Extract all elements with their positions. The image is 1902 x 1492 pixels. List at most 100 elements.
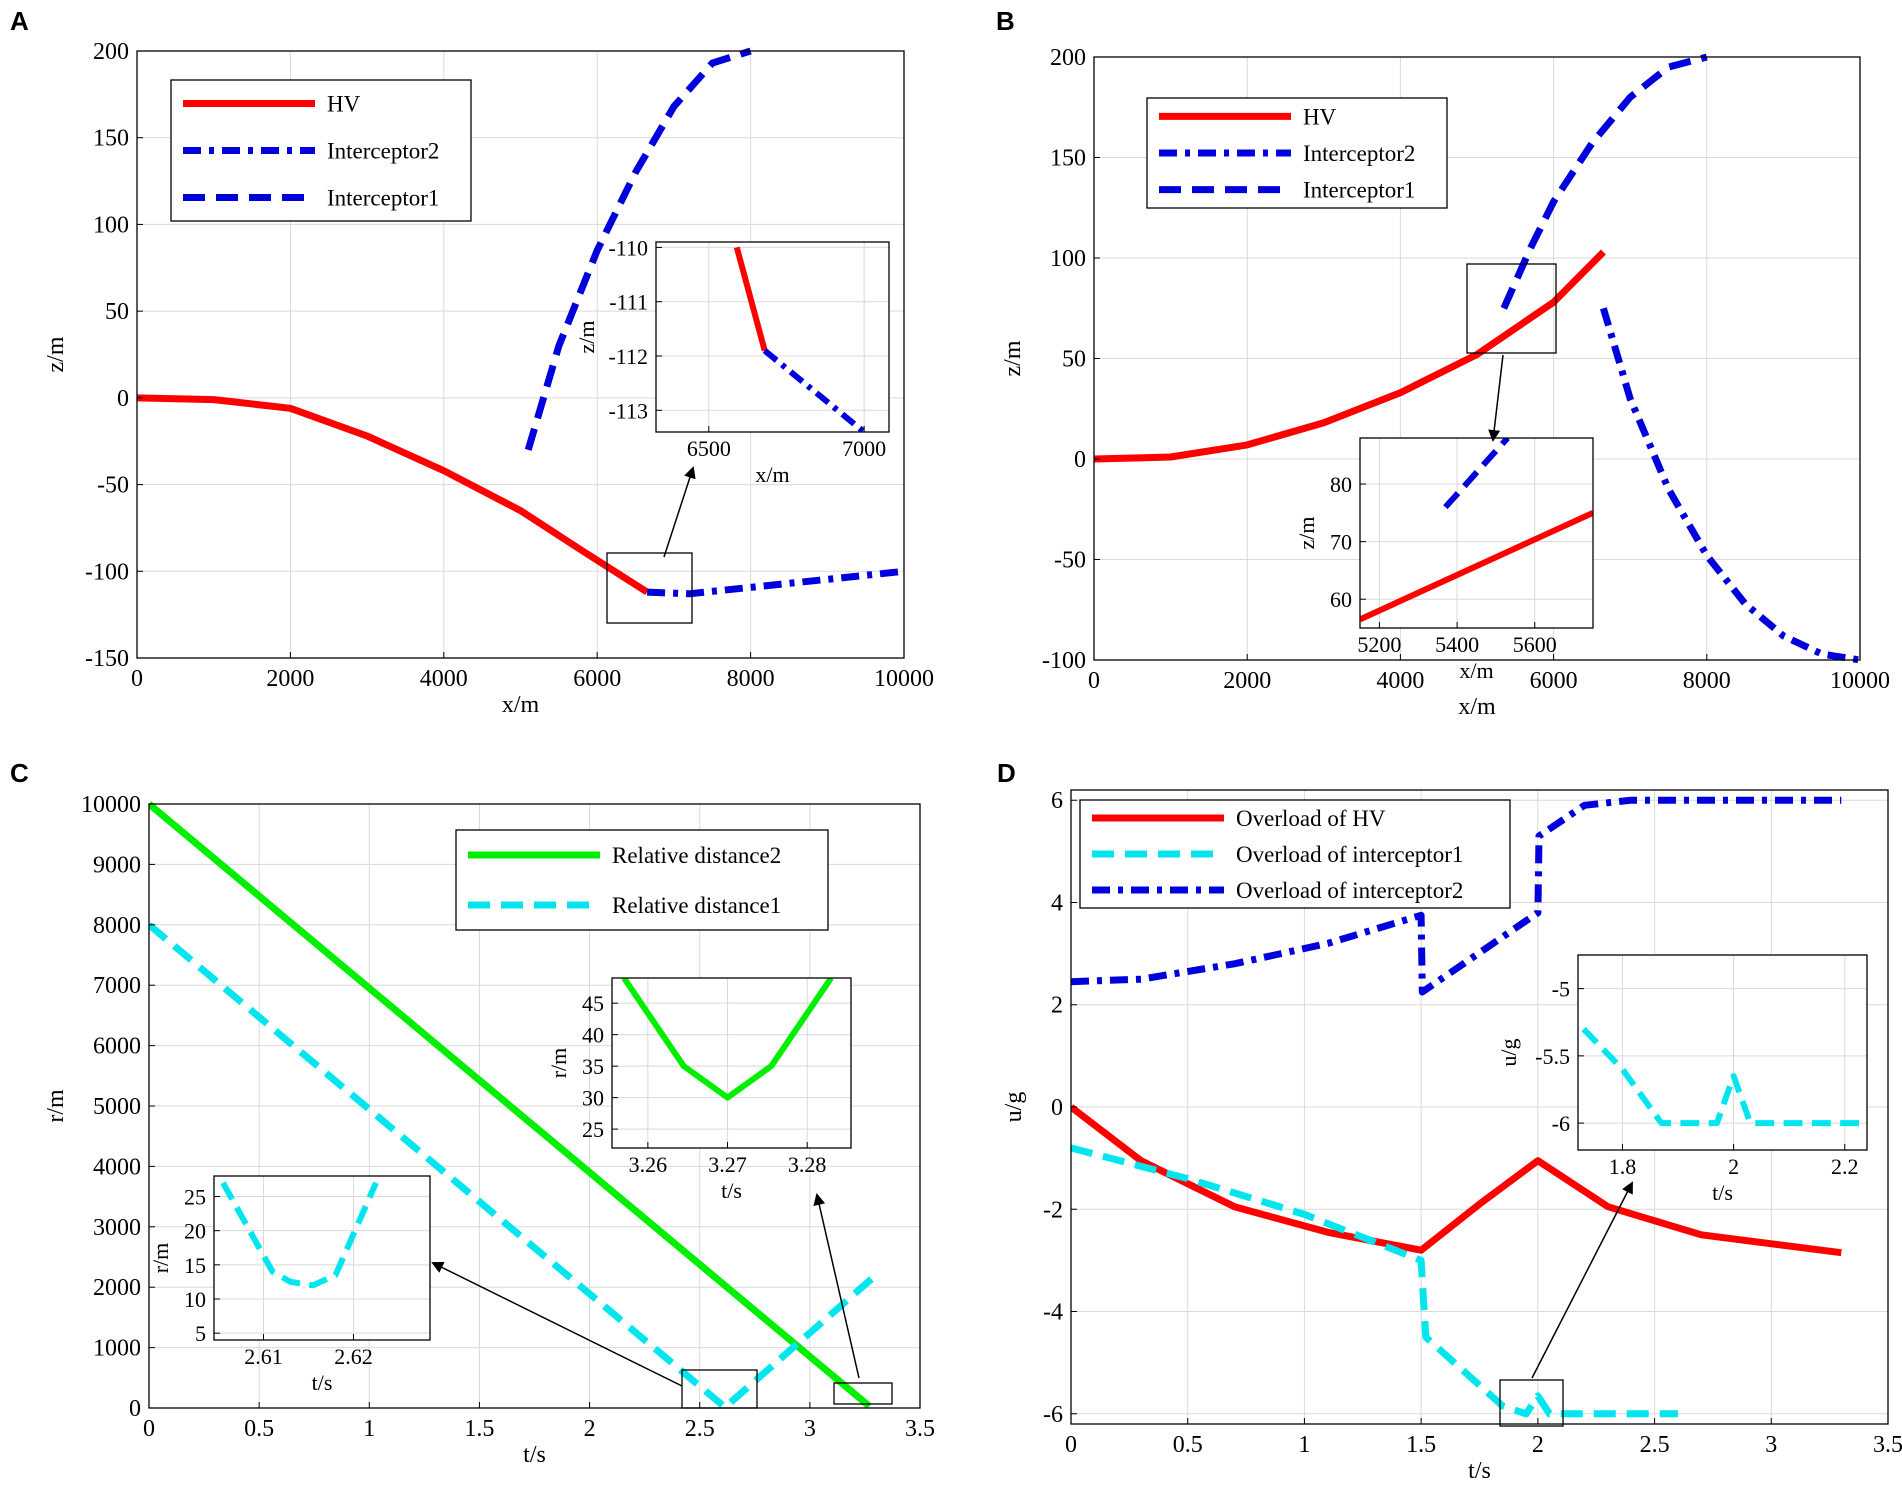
- panel-b-ytick-label-4: 100: [1050, 246, 1086, 272]
- panel-c-inset-0-ytick-label-4: 25: [184, 1185, 206, 1210]
- panel-c-ylabel: r/m: [43, 1089, 69, 1123]
- panel-a-ytick-label-6: 150: [93, 126, 129, 152]
- panel-b-letter: B: [996, 6, 1015, 36]
- panel-c-inset-0-frame-group: [213, 1175, 431, 1341]
- panel-a-inset-ytick-label-1: -111: [609, 290, 648, 315]
- panel-d-ytick-label-3: 0: [1051, 1095, 1063, 1121]
- panel-b-xtick-label-4: 8000: [1683, 668, 1731, 694]
- panel-c-xtick-label-6: 3: [804, 1416, 816, 1442]
- panel-d-zoom-box-0: [1499, 1379, 1564, 1427]
- panel-c-inset-1-labels: 3.26 3.27 3.28 25 30 35 40 45 t/s r/m: [546, 991, 826, 1203]
- panel-a-inset-ytick-label-2: -112: [608, 344, 648, 369]
- panel-c-inset-1-xlabel: t/s: [721, 1178, 742, 1203]
- panel-a-inset-xlabel: x/m: [755, 462, 789, 487]
- panel-c-inset-0-ytick-label-2: 15: [184, 1253, 206, 1278]
- panel-c-xtick-label-5: 2.5: [685, 1416, 715, 1442]
- panel-c-ytick-label-9: 9000: [93, 852, 141, 878]
- labels-layer: A0 2000 4000 6000 8000 10000-150-100-50050100…: [10, 6, 1902, 1484]
- panel-d-xtick-label-5: 2.5: [1640, 1432, 1670, 1458]
- zoom-boxes-layer: [606, 263, 1564, 1427]
- panel-b-inset-series-1-interceptor1: [1443, 438, 1510, 510]
- panel-a-series-2-interceptor1: [524, 47, 752, 451]
- panel-d-inset-labels: 1.8 2 2.2 -5 -5.5 -6 t/s u/g: [1496, 977, 1859, 1205]
- panel-c-inset-1-ylabel: r/m: [546, 1048, 571, 1079]
- panel-c-inset-1-series-0-relative-distance2: [621, 978, 834, 1101]
- panel-c-legend-box: [455, 829, 829, 931]
- panel-c-inset-1-xtick-label-1: 3.27: [708, 1152, 747, 1177]
- panel-c-xtick-label-2: 1: [363, 1416, 375, 1442]
- panel-c-xlabel: t/s: [523, 1442, 546, 1468]
- panel-a-inset-frame: [655, 241, 890, 433]
- panel-d-series-2-overload-of-interceptor2: [1071, 796, 1842, 996]
- panel-a-xtick-label-3: 6000: [573, 666, 621, 692]
- panel-b-legend-label-1: Interceptor2: [1303, 141, 1415, 166]
- panel-c-ytick-label-4: 4000: [93, 1154, 141, 1180]
- panel-c-inset-0-xlabel: t/s: [312, 1370, 333, 1395]
- panel-a-xtick-label-2: 4000: [420, 666, 468, 692]
- panel-b-ytick-label-2: 0: [1074, 447, 1086, 473]
- panel-d-xtick-label-7: 3.5: [1873, 1432, 1902, 1458]
- panel-b-xtick-label-5: 10000: [1830, 668, 1890, 694]
- panel-c-ytick-label-5: 5000: [93, 1094, 141, 1120]
- panel-d-inset-series-0-overload-of-interceptor1: [1581, 1026, 1867, 1127]
- panel-a-ytick-label-5: 100: [93, 212, 129, 238]
- panel-b-zoom-arrow-0: [1488, 354, 1504, 442]
- panel-c-inset-1-ytick-label-2: 35: [582, 1054, 604, 1079]
- panel-a-inset-background: [656, 242, 889, 432]
- panel-a-ytick-label-3: 0: [117, 386, 129, 412]
- panel-d-ylabel: u/g: [1001, 1092, 1027, 1123]
- panel-c-zoom-arrow-0: [431, 1262, 683, 1387]
- panel-c-inset-1-xtick-label-0: 3.26: [629, 1152, 668, 1177]
- panel-c-frame: [148, 803, 921, 1409]
- panel-d-xtick-label-0: 0: [1065, 1432, 1077, 1458]
- panel-d-frame: [1070, 789, 1889, 1425]
- panel-a-inset-ytick-label-3: -113: [608, 398, 648, 423]
- panel-d-inset-frame-group: [1577, 954, 1868, 1151]
- panel-c-xtick-label-7: 3.5: [905, 1416, 935, 1442]
- panel-d-xtick-label-4: 2: [1532, 1432, 1544, 1458]
- panel-b-ytick-label-1: -50: [1054, 548, 1086, 574]
- panel-d-ytick-label-1: -4: [1043, 1300, 1063, 1326]
- panel-d-xlabel: t/s: [1468, 1458, 1491, 1484]
- panel-c-inset-0-series: [220, 1181, 379, 1289]
- panel-c-zoom-arrow-1: [813, 1193, 860, 1379]
- panel-c-inset-1-frame: [611, 977, 852, 1149]
- panel-d-inset-background: [1578, 955, 1867, 1150]
- panel-c-inset-1-frame-group: [611, 977, 852, 1149]
- panel-d-inset-xtick-label-1: 2: [1728, 1154, 1739, 1179]
- arrows-layer: [431, 354, 1633, 1387]
- panel-a-xtick-label-4: 8000: [727, 666, 775, 692]
- panel-c-letter: C: [10, 758, 29, 788]
- panel-a-letter: A: [10, 6, 29, 36]
- panel-c-ytick-label-6: 6000: [93, 1034, 141, 1060]
- panel-d-ytick-label-5: 4: [1051, 890, 1063, 916]
- panel-c-inset-1-xtick-label-2: 3.28: [788, 1152, 827, 1177]
- panel-c-inset-0-ytick-label-0: 5: [195, 1321, 206, 1346]
- panel-d-ytick-label-6: 6: [1051, 788, 1063, 814]
- panel-b-inset-ytick-label-1: 70: [1330, 530, 1352, 555]
- panel-d-inset-group: 1.8 2 2.2 -5 -5.5 -6 t/s u/g: [1496, 954, 1868, 1205]
- panel-a-legend-label-2: Interceptor1: [327, 186, 439, 211]
- panel-a-xlabel: x/m: [502, 692, 540, 718]
- panel-d-letter: D: [997, 758, 1016, 788]
- panel-a-inset-series-1-interceptor2: [762, 348, 867, 432]
- panel-d-legend-label-1: Overload of interceptor1: [1236, 842, 1463, 867]
- panel-b-inset-xtick-label-0: 5200: [1357, 632, 1401, 657]
- panel-b-xtick-label-2: 4000: [1376, 668, 1424, 694]
- panel-a-frame: [136, 50, 905, 659]
- panel-d-inset-xtick-label-2: 2.2: [1831, 1154, 1859, 1179]
- panel-a-inset-ytick-label-0: -110: [608, 235, 648, 260]
- panel-d-inset-ylabel: u/g: [1496, 1038, 1521, 1066]
- panel-c-inset-0-ytick-label-1: 10: [184, 1287, 206, 1312]
- panel-b-frame: [1093, 56, 1861, 661]
- panel-a-inset-frame-group: [655, 241, 890, 433]
- panel-a-inset-labels: 6500 7000 -110 -111 -112 -113 x/m z/m: [574, 235, 886, 487]
- panel-c-series-0-relative-distance2: [149, 801, 872, 1409]
- panel-c-xtick-label-1: 0.5: [244, 1416, 274, 1442]
- panel-c-series-1-relative-distance1: [149, 922, 879, 1411]
- panel-a-zoom-arrow-0: [663, 466, 696, 558]
- panel-b-ylabel: z/m: [1000, 340, 1026, 376]
- panel-a-ytick-label-7: 200: [93, 39, 129, 65]
- panel-b-series-2-interceptor1: [1500, 53, 1708, 310]
- series-layer: [137, 47, 1860, 1418]
